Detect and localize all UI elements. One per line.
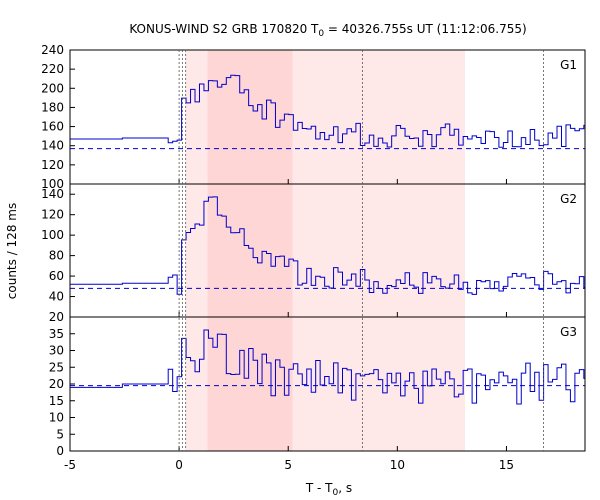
y-axis-label: counts / 128 ms — [5, 203, 19, 299]
y-tick-label-g3-30: 30 — [49, 344, 64, 358]
y-tick-label-g3-20: 20 — [49, 377, 64, 391]
panel-label-g3: G3 — [560, 325, 577, 339]
y-tick-label-g3-0: 0 — [56, 444, 64, 458]
x-tick-label-5: 5 — [284, 458, 292, 472]
panel-label-g2: G2 — [560, 192, 577, 206]
y-tick-label-g1-120: 120 — [41, 158, 64, 172]
light-curve-g1 — [70, 74, 585, 148]
y-tick-label-g3-35: 35 — [49, 327, 64, 341]
x-axis-label: T - T0, s — [305, 481, 352, 498]
y-tick-label-g1-160: 160 — [41, 120, 64, 134]
y-tick-label-g2-60: 60 — [49, 269, 64, 283]
chart-title: KONUS-WIND S2 GRB 170820 T0 = 40326.755s… — [129, 22, 526, 39]
y-tick-label-g2-80: 80 — [49, 249, 64, 263]
y-tick-label-g1-180: 180 — [41, 100, 64, 114]
y-tick-label-g2-140: 140 — [41, 187, 64, 201]
y-tick-label-g1-200: 200 — [41, 81, 64, 95]
x-tick-label-0: 0 — [175, 458, 183, 472]
y-tick-label-g2-20: 20 — [49, 310, 64, 324]
y-tick-label-g2-40: 40 — [49, 290, 64, 304]
x-tick-label-10: 10 — [390, 458, 405, 472]
y-tick-label-g3-25: 25 — [49, 360, 64, 374]
y-tick-label-g1-220: 220 — [41, 62, 64, 76]
y-tick-label-g1-240: 240 — [41, 43, 64, 57]
x-tick-label-15: 15 — [499, 458, 514, 472]
light-curve-g2 — [70, 196, 585, 295]
y-tick-label-g1-140: 140 — [41, 139, 64, 153]
shaded-interval-1 — [207, 50, 293, 451]
y-tick-label-g2-100: 100 — [41, 228, 64, 242]
light-curve-g3 — [70, 329, 585, 405]
y-tick-label-g3-10: 10 — [49, 411, 64, 425]
plot-area: 100120140160180200220240G120406080100120… — [41, 43, 586, 472]
y-tick-label-g1-100: 100 — [41, 177, 64, 191]
y-tick-label-g3-5: 5 — [56, 427, 64, 441]
x-tick-label--5: -5 — [64, 458, 76, 472]
y-tick-label-g3-15: 15 — [49, 394, 64, 408]
y-tick-label-g2-120: 120 — [41, 208, 64, 222]
panel-label-g1: G1 — [560, 58, 577, 72]
